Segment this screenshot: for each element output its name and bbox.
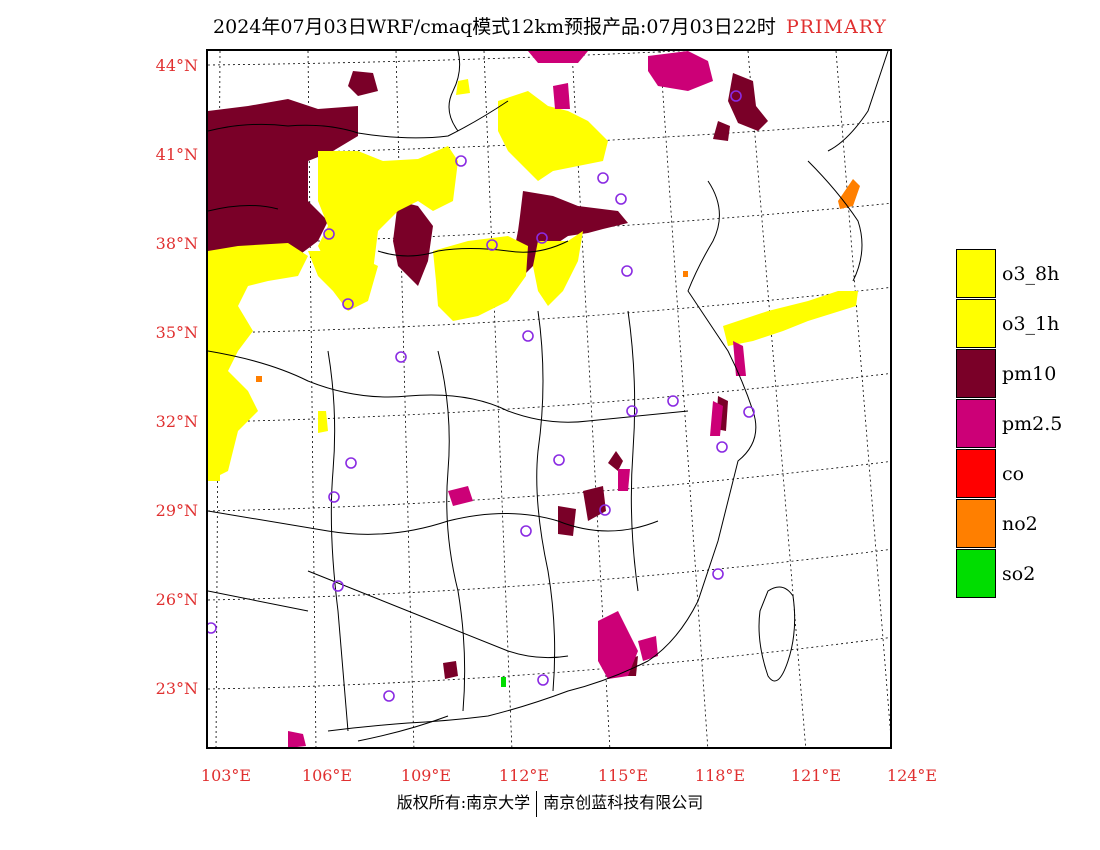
map-frame bbox=[206, 49, 892, 749]
legend-label: no2 bbox=[1002, 513, 1038, 535]
lon-label-109e: 109°E bbox=[400, 766, 452, 785]
lat-label-26n: 26°N bbox=[155, 590, 198, 609]
station-markers bbox=[208, 90, 755, 702]
lat-label-29n: 29°N bbox=[155, 501, 198, 520]
lon-label-112e: 112°E bbox=[498, 766, 550, 785]
legend-swatch bbox=[956, 299, 996, 348]
legend-swatch bbox=[956, 499, 996, 548]
legend-label: pm2.5 bbox=[1002, 413, 1063, 435]
lon-label-121e: 121°E bbox=[790, 766, 842, 785]
legend-label: so2 bbox=[1002, 563, 1036, 585]
legend-item-o3-1h: o3_1h bbox=[956, 299, 1076, 349]
pollutant-legend: o3_8h o3_1h pm10 pm2.5 co no2 so2 bbox=[956, 249, 1076, 599]
legend-swatch bbox=[956, 399, 996, 448]
footer-separator bbox=[536, 790, 538, 817]
copyright-footer: 版权所有:南京大学 南京创蓝科技有限公司 bbox=[0, 789, 1100, 817]
legend-item-o3-8h: o3_8h bbox=[956, 249, 1076, 299]
legend-swatch bbox=[956, 249, 996, 298]
lat-label-23n: 23°N bbox=[155, 679, 198, 698]
legend-item-pm25: pm2.5 bbox=[956, 399, 1076, 449]
lon-label-115e: 115°E bbox=[597, 766, 649, 785]
legend-item-pm10: pm10 bbox=[956, 349, 1076, 399]
legend-label: pm10 bbox=[1002, 363, 1057, 385]
pm10-areas bbox=[208, 71, 768, 679]
lat-label-44n: 44°N bbox=[155, 56, 198, 75]
footer-left: 版权所有:南京大学 bbox=[396, 793, 531, 812]
lon-label-124e: 124°E bbox=[886, 766, 938, 785]
title-main: 2024年07月03日WRF/cmaq模式12km预报产品:07月03日22时 bbox=[213, 16, 776, 38]
lat-label-38n: 38°N bbox=[155, 234, 198, 253]
legend-item-so2: so2 bbox=[956, 549, 1076, 599]
lon-label-118e: 118°E bbox=[694, 766, 746, 785]
legend-label: co bbox=[1002, 463, 1025, 485]
legend-swatch bbox=[956, 449, 996, 498]
legend-label: o3_8h bbox=[1002, 263, 1060, 285]
footer-right: 南京创蓝科技有限公司 bbox=[543, 793, 704, 812]
map-title: 2024年07月03日WRF/cmaq模式12km预报产品:07月03日22时 P… bbox=[0, 12, 1100, 39]
lon-label-106e: 106°E bbox=[301, 766, 353, 785]
legend-swatch bbox=[956, 549, 996, 598]
so2-areas bbox=[501, 677, 506, 687]
boundaries bbox=[208, 51, 889, 742]
legend-label: o3_1h bbox=[1002, 313, 1060, 335]
legend-item-co: co bbox=[956, 449, 1076, 499]
map-canvas bbox=[208, 51, 890, 747]
lon-label-103e: 103°E bbox=[200, 766, 252, 785]
pm25-areas bbox=[288, 51, 746, 747]
lat-label-35n: 35°N bbox=[155, 323, 198, 342]
legend-swatch bbox=[956, 349, 996, 398]
o3-areas bbox=[208, 79, 858, 481]
title-tag: PRIMARY bbox=[785, 16, 887, 38]
legend-item-no2: no2 bbox=[956, 499, 1076, 549]
lat-label-32n: 32°N bbox=[155, 412, 198, 431]
lat-label-41n: 41°N bbox=[155, 145, 198, 164]
